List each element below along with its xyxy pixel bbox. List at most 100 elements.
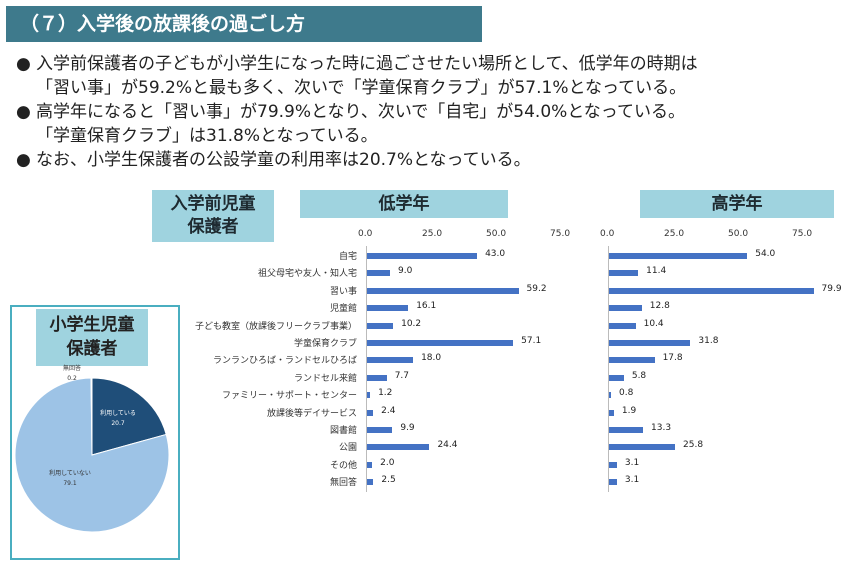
bar-value-label: 79.9 xyxy=(821,283,842,294)
bar xyxy=(367,392,371,399)
bar-value-label: 17.8 xyxy=(662,353,683,364)
bar xyxy=(367,409,374,416)
bar-value-label: 12.8 xyxy=(649,301,670,312)
bar xyxy=(609,340,691,346)
bar xyxy=(609,305,642,312)
pie-slice-value: 20.7 xyxy=(111,420,125,427)
bar-value-label: 31.8 xyxy=(698,336,719,346)
pie-slice-label: 利用している xyxy=(100,409,136,417)
bar xyxy=(609,322,636,329)
bar-value-label: 9.0 xyxy=(398,266,413,277)
bar xyxy=(609,409,614,416)
axis-tick-label: 0.0 xyxy=(358,229,373,239)
bar xyxy=(609,374,624,381)
axis-tick-label: 25.0 xyxy=(422,229,443,239)
bar-value-label: 25.8 xyxy=(683,440,704,451)
bar xyxy=(367,305,409,312)
bar xyxy=(609,444,676,451)
bar xyxy=(609,253,748,259)
upper-grade-title: 高学年 xyxy=(640,190,834,218)
bar-value-label: 57.1 xyxy=(521,336,542,346)
bar xyxy=(609,270,639,277)
usage-pie-chart: 利用している 20.7 利用していない 79.1 無回答 0.2 xyxy=(14,364,170,533)
bar-value-label: 13.3 xyxy=(651,423,672,433)
axis-tick-label: 75.0 xyxy=(792,229,813,239)
axis-line xyxy=(366,246,367,492)
section-title: （７）入学後の放課後の過ごし方 xyxy=(6,6,482,42)
category-label: 放課後等デイサービス xyxy=(266,408,357,419)
category-label: ランランひろば・ランドセルひろば xyxy=(212,356,357,367)
bar xyxy=(367,374,387,381)
axis-tick-label: 25.0 xyxy=(664,229,685,239)
bullet-item: ● 入学前保護者の子どもが小学生になった時に過ごさせたい場所として、低学年の時期は… xyxy=(16,54,698,98)
pie-panel xyxy=(10,305,180,560)
category-label: 児童館 xyxy=(329,304,357,315)
bar xyxy=(609,461,617,468)
bar xyxy=(367,340,514,346)
bar xyxy=(367,427,393,433)
summary-bullets: ● 入学前保護者の子どもが小学生になった時に過ごさせたい場所として、低学年の時期は… xyxy=(14,52,844,172)
category-label: ファミリー・サポート・センター xyxy=(221,391,357,402)
bar-value-label: 3.1 xyxy=(624,457,640,468)
category-label: 習い事 xyxy=(329,286,357,297)
bar-value-label: 7.7 xyxy=(394,370,410,381)
bar-value-label: 54.0 xyxy=(755,249,776,259)
bar xyxy=(609,357,655,364)
pie-slice-label: 利用していない xyxy=(49,469,91,477)
bar-value-label: 1.9 xyxy=(621,405,637,416)
bar-value-label: 43.0 xyxy=(485,249,506,259)
category-label: その他 xyxy=(329,460,357,471)
axis-tick-label: 50.0 xyxy=(728,229,749,239)
bar-value-label: 59.2 xyxy=(526,283,547,294)
preschool-label: 入学前児童 保護者 xyxy=(152,190,274,242)
bar-value-label: 10.2 xyxy=(401,318,422,329)
pie-slice xyxy=(14,377,170,533)
category-label: 自宅 xyxy=(338,252,357,262)
bullet-item: ● 高学年になると「習い事」が79.9%となり、次いで「自宅」が54.0%となって… xyxy=(16,102,685,146)
bar-value-label: 0.8 xyxy=(619,388,634,399)
bullet-item: ● なお、小学生保護者の公設学童の利用率は20.7%となっている。 xyxy=(16,150,531,170)
elementary-label: 小学生児童 保護者 xyxy=(36,309,148,366)
bar xyxy=(609,479,617,486)
bar-value-label: 2.5 xyxy=(381,475,396,486)
pie-slice xyxy=(91,377,167,456)
bar xyxy=(367,357,414,364)
lower-grade-title: 低学年 xyxy=(300,190,508,218)
bar xyxy=(609,287,814,294)
bar xyxy=(367,461,373,468)
bar-value-label: 24.4 xyxy=(437,440,458,451)
pie-slice xyxy=(90,377,93,456)
pie-slice-label: 無回答 xyxy=(63,364,81,372)
category-label: 祖父母宅や友人・知人宅 xyxy=(257,269,357,280)
bar xyxy=(367,444,430,451)
category-label: 学童保育クラブ xyxy=(293,339,357,349)
bar-value-label: 1.2 xyxy=(378,388,393,399)
bar-value-label: 18.0 xyxy=(421,353,442,364)
category-label: ランドセル来館 xyxy=(293,373,357,384)
category-label: 無回答 xyxy=(329,478,357,489)
bar-value-label: 11.4 xyxy=(646,266,667,277)
bar xyxy=(609,392,612,399)
bar xyxy=(609,427,644,433)
pie-slice-value: 0.2 xyxy=(67,375,77,382)
bar xyxy=(367,479,374,486)
axis-tick-label: 50.0 xyxy=(486,229,507,239)
bar xyxy=(367,287,519,294)
bar-value-label: 5.8 xyxy=(631,370,647,381)
bar-value-label: 16.1 xyxy=(416,301,437,312)
category-label: 公園 xyxy=(338,443,357,454)
category-label: 子ども教室（放課後フリークラブ事業） xyxy=(194,321,357,332)
category-label: 図書館 xyxy=(329,426,357,436)
axis-tick-label: 0.0 xyxy=(600,229,615,239)
axis-line xyxy=(608,246,609,492)
bar xyxy=(367,322,394,329)
bar-value-label: 2.0 xyxy=(380,457,395,468)
bar xyxy=(367,270,391,277)
bar-value-label: 3.1 xyxy=(624,475,640,486)
axis-tick-label: 75.0 xyxy=(550,229,571,239)
bar-value-label: 10.4 xyxy=(643,318,664,329)
bar-value-label: 9.9 xyxy=(400,423,415,433)
bar-value-label: 2.4 xyxy=(381,405,396,416)
bar xyxy=(367,253,478,259)
pie-slice-value: 79.1 xyxy=(63,480,77,487)
